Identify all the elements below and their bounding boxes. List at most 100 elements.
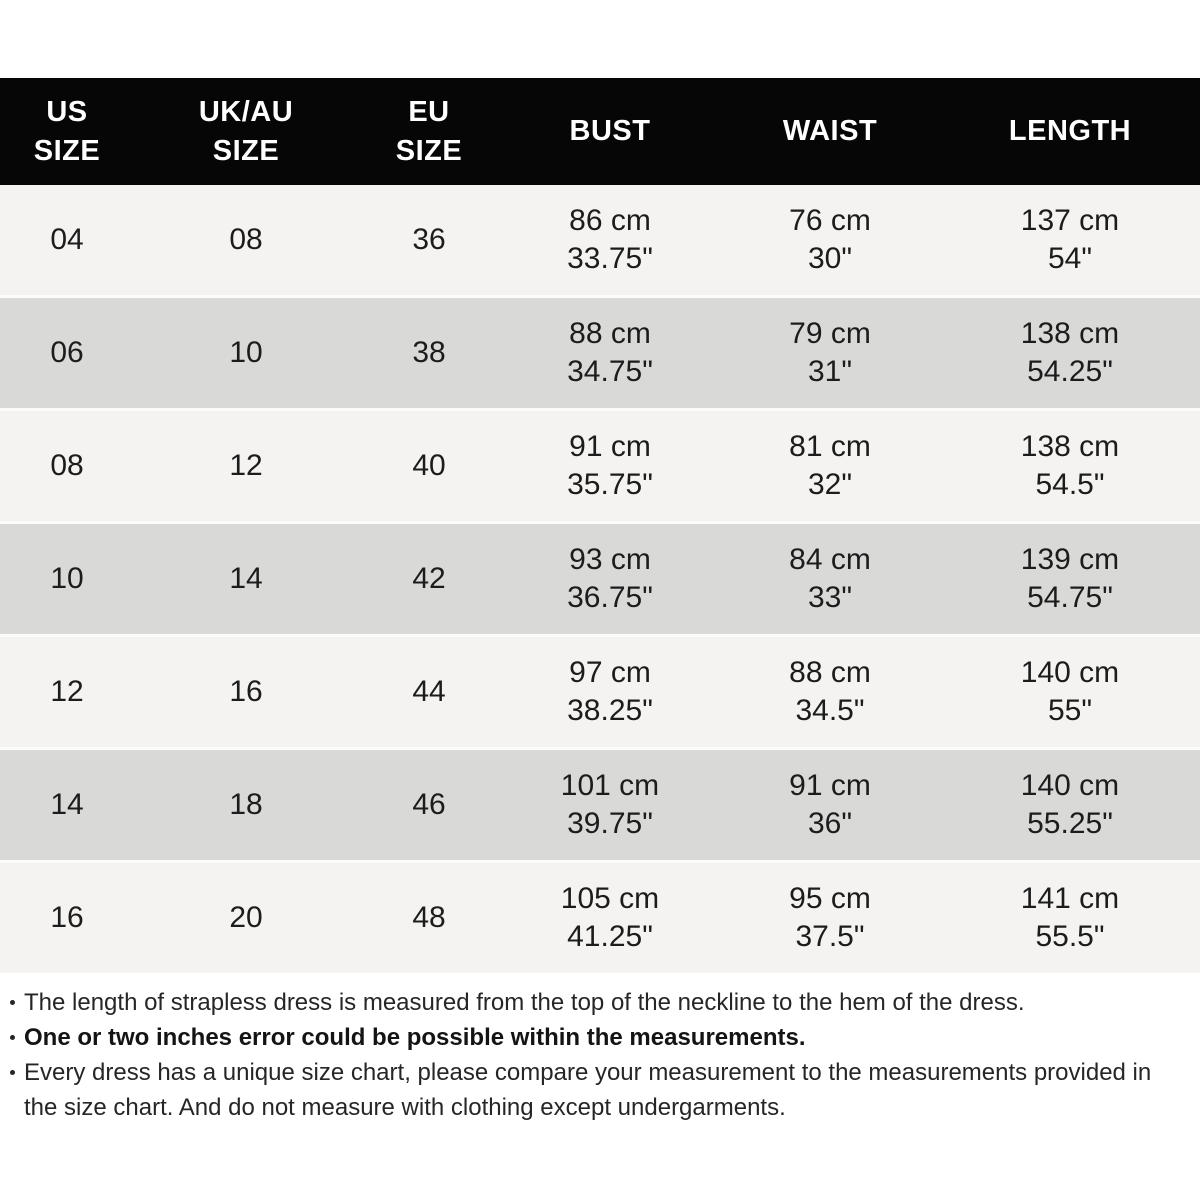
header-label: SIZE <box>395 134 463 167</box>
bust-cm: 101 cm <box>560 769 660 802</box>
size-chart-table: US SIZE UK/AU SIZE EU SIZE BUST WAIST <box>0 78 1200 973</box>
note-text: Every dress has a unique size chart, ple… <box>24 1059 1152 1121</box>
cell-bust: 93 cm 36.75" <box>500 522 720 637</box>
waist-in: 31" <box>807 355 853 388</box>
table-row: 10 14 42 93 cm 36.75" 84 cm 33" 139 cm 5… <box>0 522 1200 637</box>
waist-in: 37.5" <box>795 920 865 953</box>
length-cm: 138 cm <box>1020 430 1120 463</box>
header-us-size: US SIZE <box>0 78 134 185</box>
table-row: 08 12 40 91 cm 35.75" 81 cm 32" 138 cm 5… <box>0 409 1200 524</box>
note-item: Every dress has a unique size chart, ple… <box>8 1055 1184 1125</box>
length-cm: 138 cm <box>1020 317 1120 350</box>
bust-in: 38.25" <box>567 694 653 727</box>
cell-ukau-size: 16 <box>134 635 358 750</box>
header-label: WAIST <box>782 115 878 147</box>
bullet-icon <box>10 1000 15 1005</box>
cell-eu-size: 40 <box>358 409 500 524</box>
length-in: 54" <box>1047 242 1093 275</box>
cell-ukau-size: 18 <box>134 748 358 863</box>
waist-in: 36" <box>807 807 853 840</box>
waist-cm: 84 cm <box>789 543 871 576</box>
header-label: BUST <box>569 115 651 147</box>
bust-in: 33.75" <box>567 242 653 275</box>
bullet-icon <box>10 1035 15 1040</box>
table-row: 16 20 48 105 cm 41.25" 95 cm 37.5" 141 c… <box>0 861 1200 973</box>
waist-in: 30" <box>807 242 853 275</box>
header-label: US <box>46 95 88 128</box>
header-eu-size: EU SIZE <box>358 78 500 185</box>
waist-cm: 88 cm <box>789 656 871 689</box>
bust-in: 35.75" <box>567 468 653 501</box>
cell-eu-size: 36 <box>358 185 500 298</box>
note-item: The length of strapless dress is measure… <box>8 985 1184 1020</box>
bust-cm: 97 cm <box>569 656 651 689</box>
cell-waist: 81 cm 32" <box>720 409 940 524</box>
length-cm: 139 cm <box>1020 543 1120 576</box>
cell-us-size: 16 <box>0 861 134 973</box>
cell-length: 140 cm 55.25" <box>940 748 1200 863</box>
cell-us-size: 12 <box>0 635 134 750</box>
table-row: 04 08 36 86 cm 33.75" 76 cm 30" 137 cm 5… <box>0 185 1200 298</box>
cell-waist: 79 cm 31" <box>720 296 940 411</box>
bust-cm: 88 cm <box>569 317 651 350</box>
bust-cm: 91 cm <box>569 430 651 463</box>
header-label: UK/AU <box>198 95 294 128</box>
cell-us-size: 14 <box>0 748 134 863</box>
header-bust: BUST <box>500 78 720 185</box>
cell-waist: 88 cm 34.5" <box>720 635 940 750</box>
size-chart-page: US SIZE UK/AU SIZE EU SIZE BUST WAIST <box>0 78 1200 1125</box>
notes-section: The length of strapless dress is measure… <box>0 973 1200 1125</box>
cell-bust: 105 cm 41.25" <box>500 861 720 973</box>
bust-cm: 93 cm <box>569 543 651 576</box>
waist-cm: 76 cm <box>789 204 871 237</box>
table-header-row: US SIZE UK/AU SIZE EU SIZE BUST WAIST <box>0 78 1200 185</box>
cell-ukau-size: 10 <box>134 296 358 411</box>
bullet-icon <box>10 1070 15 1075</box>
length-in: 54.75" <box>1027 581 1113 614</box>
bust-cm: 86 cm <box>569 204 651 237</box>
note-text: The length of strapless dress is measure… <box>24 989 1025 1016</box>
bust-in: 39.75" <box>567 807 653 840</box>
note-item: One or two inches error could be possibl… <box>8 1020 1184 1055</box>
bust-in: 36.75" <box>567 581 653 614</box>
cell-bust: 101 cm 39.75" <box>500 748 720 863</box>
cell-length: 138 cm 54.5" <box>940 409 1200 524</box>
cell-length: 139 cm 54.75" <box>940 522 1200 637</box>
header-label: LENGTH <box>1008 115 1132 147</box>
cell-length: 137 cm 54" <box>940 185 1200 298</box>
header-ukau-size: UK/AU SIZE <box>134 78 358 185</box>
cell-eu-size: 46 <box>358 748 500 863</box>
cell-length: 140 cm 55" <box>940 635 1200 750</box>
cell-bust: 97 cm 38.25" <box>500 635 720 750</box>
table-row: 12 16 44 97 cm 38.25" 88 cm 34.5" 140 cm… <box>0 635 1200 750</box>
cell-bust: 91 cm 35.75" <box>500 409 720 524</box>
cell-ukau-size: 12 <box>134 409 358 524</box>
length-in: 55.5" <box>1035 920 1105 953</box>
cell-bust: 88 cm 34.75" <box>500 296 720 411</box>
length-cm: 137 cm <box>1020 204 1120 237</box>
cell-eu-size: 48 <box>358 861 500 973</box>
bust-cm: 105 cm <box>560 882 660 915</box>
cell-eu-size: 38 <box>358 296 500 411</box>
cell-waist: 84 cm 33" <box>720 522 940 637</box>
cell-eu-size: 42 <box>358 522 500 637</box>
length-cm: 140 cm <box>1020 769 1120 802</box>
cell-eu-size: 44 <box>358 635 500 750</box>
cell-us-size: 08 <box>0 409 134 524</box>
cell-us-size: 06 <box>0 296 134 411</box>
header-label: SIZE <box>212 134 280 167</box>
header-label: SIZE <box>33 134 101 167</box>
waist-in: 34.5" <box>795 694 865 727</box>
bust-in: 41.25" <box>567 920 653 953</box>
cell-length: 138 cm 54.25" <box>940 296 1200 411</box>
waist-cm: 81 cm <box>789 430 871 463</box>
cell-us-size: 04 <box>0 185 134 298</box>
cell-ukau-size: 20 <box>134 861 358 973</box>
length-in: 54.25" <box>1027 355 1113 388</box>
cell-ukau-size: 14 <box>134 522 358 637</box>
length-in: 54.5" <box>1035 468 1105 501</box>
waist-cm: 95 cm <box>789 882 871 915</box>
length-cm: 141 cm <box>1020 882 1120 915</box>
waist-in: 32" <box>807 468 853 501</box>
cell-waist: 76 cm 30" <box>720 185 940 298</box>
